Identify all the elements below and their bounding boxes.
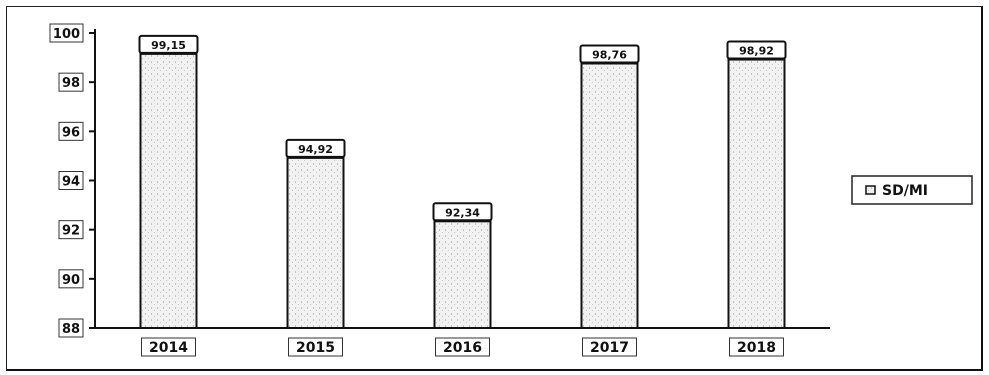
y-tick-label-box [58,318,84,338]
axes: 88 90 92 94 96 98 100 [49,23,830,338]
legend-label: SD/MI [882,183,928,199]
data-label: 98,92 [739,45,774,58]
data-label-box [432,202,493,222]
bar-2017[interactable] [580,62,639,329]
data-label-box [726,40,787,60]
data-label: 94,92 [298,143,333,156]
category-label-box [288,337,343,357]
y-tick-label-box [58,220,84,240]
bars-group [139,52,786,330]
y-tick-label-box [49,23,84,43]
y-tick-label: 92 [62,224,80,239]
category-label: 2015 [296,340,335,356]
y-tick-label: 90 [62,273,80,288]
y-tick-label: 100 [53,27,80,42]
bar-2016[interactable] [433,220,492,329]
y-tick-label: 96 [62,125,80,140]
bar-2015[interactable] [286,156,345,329]
y-tick-label-box [58,72,84,92]
data-label-box [285,138,346,158]
y-tick-label-box [58,269,84,289]
category-label-box [435,337,490,357]
y-tick-label: 94 [62,175,80,190]
category-label: 2014 [149,340,188,356]
category-label: 2016 [443,340,482,356]
y-tick-label-box [58,121,84,141]
bar-2014[interactable] [139,52,198,329]
bar-2018[interactable] [727,58,786,330]
data-label: 98,76 [592,48,627,61]
labels-group: 99,15 2014 94,92 2015 92,34 2016 98,76 2017 98,9… [138,34,787,357]
legend-swatch [865,185,876,195]
data-label-box [138,34,199,54]
category-label-box [582,337,637,357]
data-label: 92,34 [445,206,480,219]
category-label-box [729,337,784,357]
legend: SD/MI [851,175,973,205]
y-tick-label: 88 [62,322,80,337]
category-label-box [141,337,196,357]
y-tick-label: 98 [62,76,80,91]
category-label: 2018 [737,340,776,356]
y-tick-label-box [58,171,84,190]
data-label-box [579,44,640,64]
category-label: 2017 [590,340,629,356]
data-label: 99,15 [151,39,186,52]
